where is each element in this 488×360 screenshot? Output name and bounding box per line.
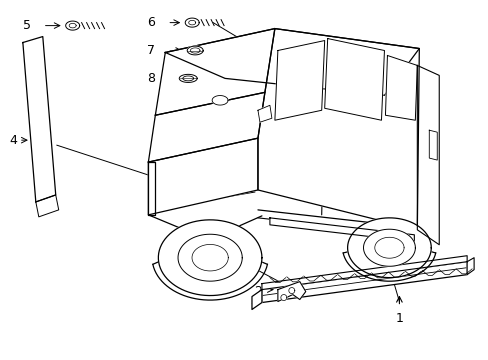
Polygon shape (428, 130, 436, 160)
Polygon shape (23, 37, 56, 202)
Polygon shape (347, 218, 430, 278)
Polygon shape (269, 218, 413, 242)
Text: 7: 7 (147, 44, 155, 57)
Polygon shape (385, 55, 416, 120)
Polygon shape (466, 258, 473, 275)
Polygon shape (36, 195, 59, 217)
Polygon shape (165, 28, 419, 95)
Polygon shape (258, 28, 419, 230)
Polygon shape (288, 288, 294, 293)
Polygon shape (258, 105, 271, 122)
Text: 4: 4 (9, 134, 17, 147)
Text: 8: 8 (147, 72, 155, 85)
Polygon shape (280, 294, 286, 301)
Polygon shape (262, 262, 466, 302)
Polygon shape (262, 256, 466, 289)
Polygon shape (363, 229, 414, 266)
Text: 1: 1 (395, 312, 403, 325)
Polygon shape (251, 289, 262, 310)
Polygon shape (274, 41, 324, 120)
Polygon shape (324, 39, 384, 120)
Text: 3: 3 (365, 235, 373, 248)
Polygon shape (179, 75, 197, 82)
Polygon shape (148, 92, 264, 162)
Polygon shape (187, 46, 203, 55)
Text: 2: 2 (254, 285, 262, 298)
Polygon shape (185, 18, 199, 27)
Polygon shape (155, 28, 274, 115)
Polygon shape (212, 95, 227, 105)
Polygon shape (416, 66, 438, 245)
Polygon shape (148, 162, 155, 215)
Polygon shape (148, 138, 258, 215)
Polygon shape (158, 220, 262, 296)
Text: 6: 6 (147, 16, 155, 29)
Text: 5: 5 (23, 19, 31, 32)
Polygon shape (65, 21, 80, 30)
Polygon shape (178, 234, 242, 281)
Polygon shape (277, 282, 305, 302)
